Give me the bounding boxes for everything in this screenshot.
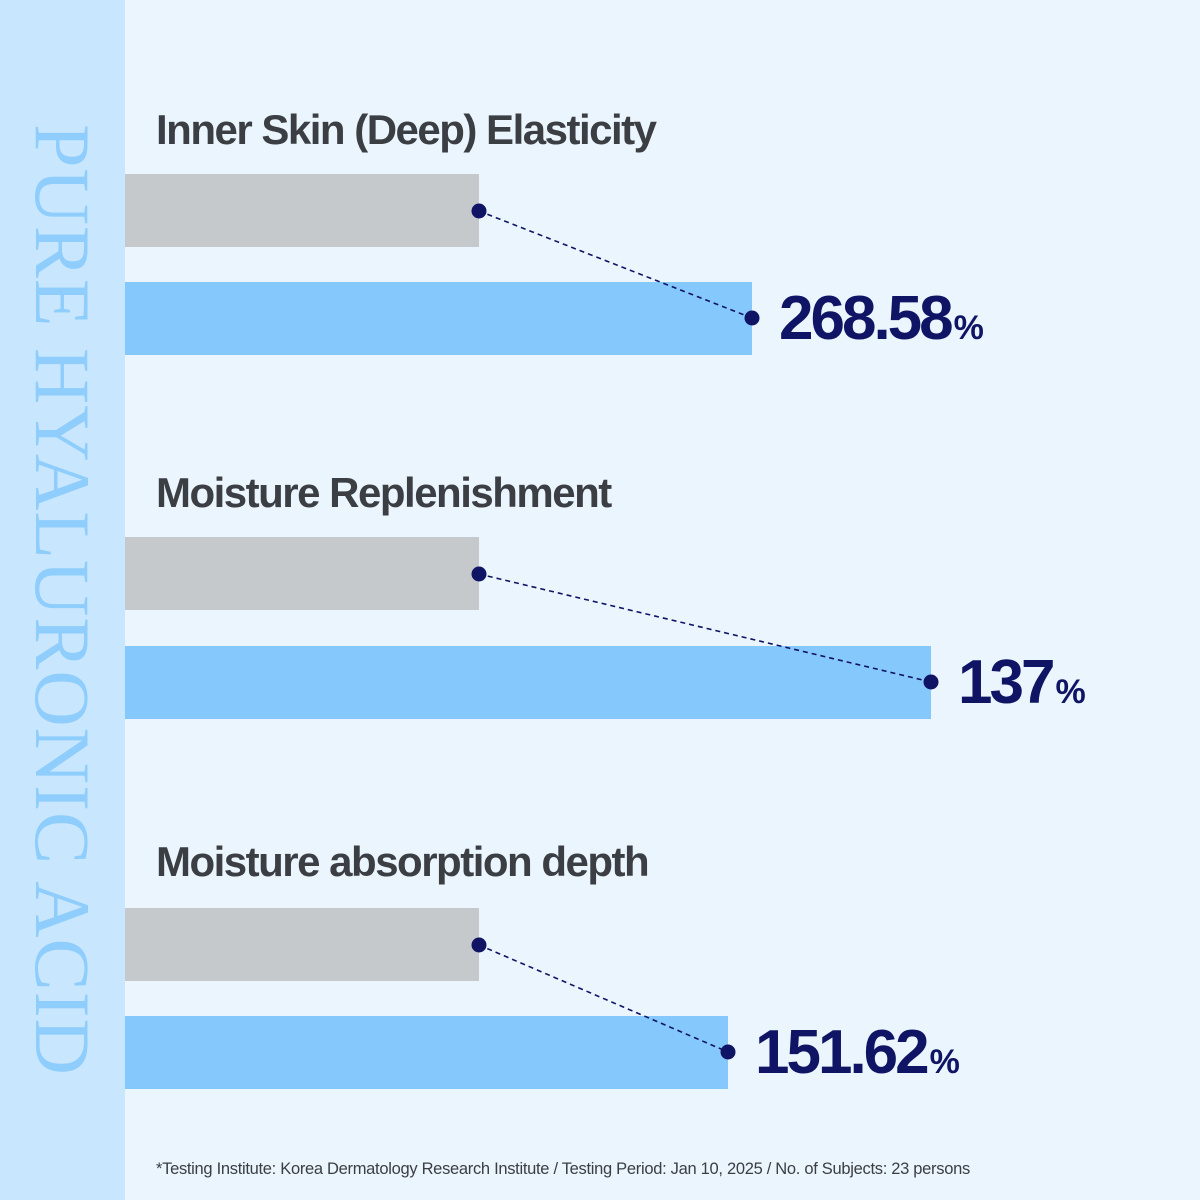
value-number: 268.58 [779,284,954,353]
result-bar [125,1016,728,1089]
sidebar: PURE HYALURONIC ACID [0,0,125,1200]
result-bar [125,646,931,719]
metric-title: Moisture Replenishment [156,469,612,516]
value-unit: % [953,309,984,347]
result-dot [744,310,760,326]
connector-line [478,944,729,1053]
value-label: 268.58% [779,283,984,354]
result-bar [125,282,752,355]
value-number: 151.62 [755,1018,930,1087]
metric-title: Inner Skin (Deep) Elasticity [156,106,657,153]
baseline-bar [125,537,479,610]
metric-title: Moisture absorption depth [156,838,650,885]
footnote: *Testing Institute: Korea Dermatology Re… [156,1160,970,1178]
value-unit: % [929,1043,960,1081]
value-number: 137 [958,648,1055,717]
baseline-bar [125,908,479,981]
result-dot [720,1044,736,1060]
baseline-dot [471,566,487,582]
baseline-dot [471,937,487,953]
value-unit: % [1055,673,1086,711]
result-dot [923,674,939,690]
connector-line [478,573,932,683]
value-label: 137% [958,647,1086,718]
value-label: 151.62% [755,1017,960,1088]
connector-line [478,210,753,319]
baseline-dot [471,203,487,219]
baseline-bar [125,174,479,247]
